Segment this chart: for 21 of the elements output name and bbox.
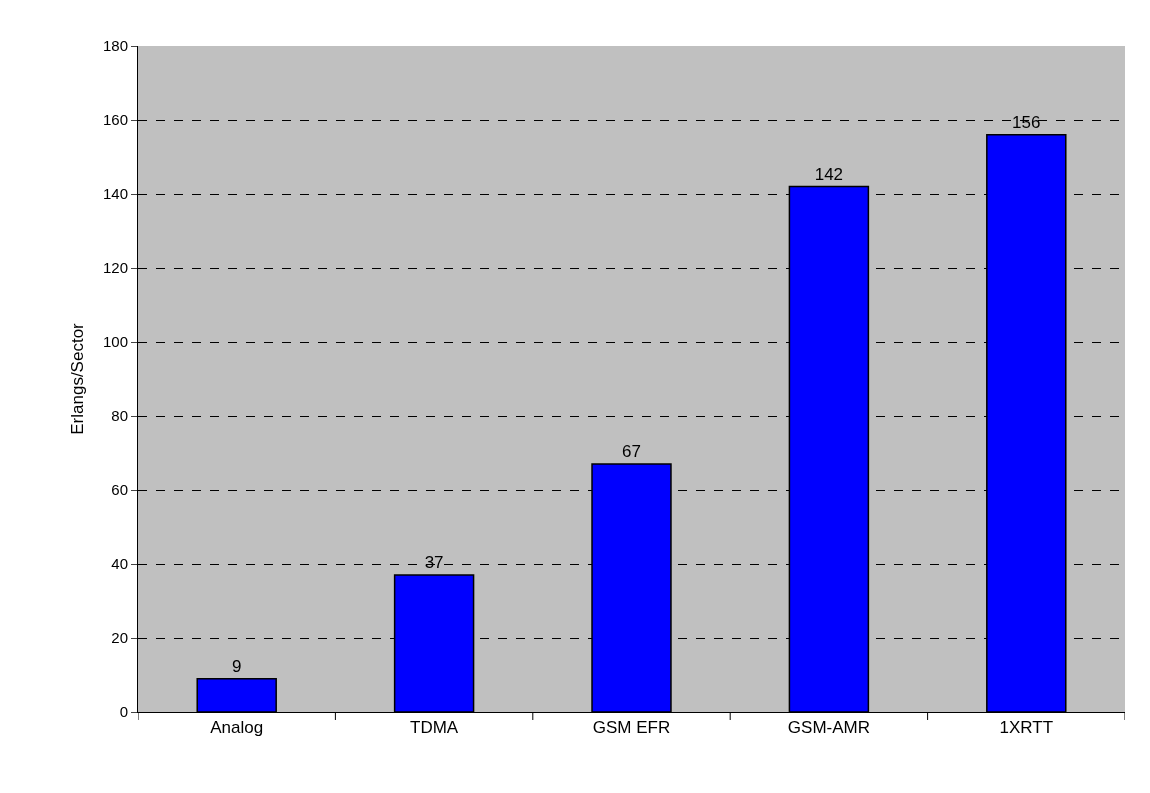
y-tick-label: 160 (102, 111, 128, 129)
y-tick-label: 140 (102, 185, 128, 203)
y-tick-label: 40 (111, 555, 128, 573)
data-label: 142 (814, 164, 844, 184)
x-tick-label: 1XRTT (999, 718, 1054, 738)
y-axis-title: Erlangs/Sector (67, 322, 87, 435)
y-tick-label: 100 (102, 333, 128, 351)
y-tick-label: 60 (111, 481, 128, 499)
data-label: 37 (424, 553, 444, 573)
x-tick-label: GSM EFR (592, 718, 671, 738)
x-tick-label: TDMA (410, 718, 459, 738)
y-tick-label: 180 (102, 37, 128, 55)
x-tick-label: GSM-AMR (787, 718, 870, 738)
y-tick-label: 20 (111, 629, 128, 647)
x-tick-label: Analog (210, 718, 264, 738)
y-tick-label: 120 (102, 259, 128, 277)
data-label: 156 (1012, 112, 1041, 132)
data-label: 67 (622, 442, 641, 462)
y-tick-label: 0 (119, 703, 128, 721)
y-tick-label: 80 (111, 407, 128, 425)
data-label: 9 (231, 656, 242, 676)
